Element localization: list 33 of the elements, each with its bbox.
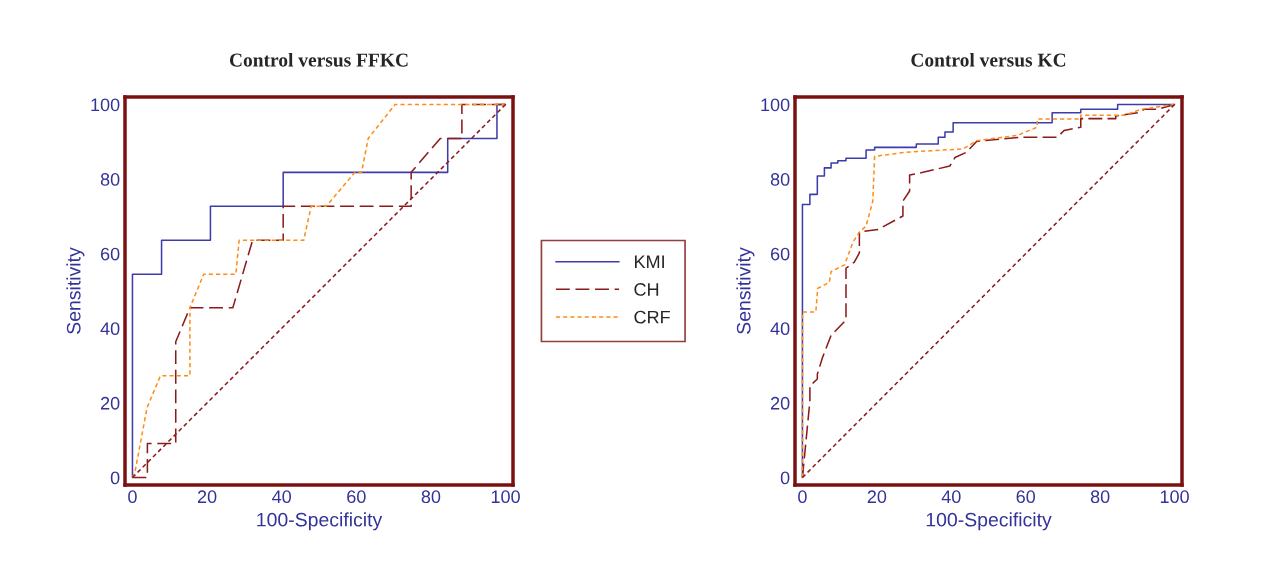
y-tick-label: 80	[100, 173, 120, 186]
chart-title: Control versus FFKC	[229, 52, 408, 67]
y-tick-label: 60	[100, 247, 120, 261]
x-tick-label: 60	[347, 490, 366, 504]
x-tick-label: 60	[1016, 490, 1036, 504]
x-tick-label: 100	[491, 490, 520, 504]
x-tick-label: 80	[1090, 490, 1110, 504]
legend-label: CRF	[634, 310, 670, 324]
x-tick-label: 40	[272, 490, 292, 504]
x-tick-label: 20	[867, 490, 887, 504]
y-axis-title: Sensitivity	[736, 247, 755, 334]
x-axis-title: 100-Specificity	[926, 512, 1052, 531]
y-tick-label: 40	[100, 322, 120, 336]
y-tick-label: 0	[780, 471, 790, 485]
x-tick-label: 80	[421, 490, 441, 504]
y-tick-label: 20	[100, 396, 120, 410]
legend-label: KMI	[634, 255, 664, 268]
y-tick-label: 80	[770, 173, 790, 186]
legend-label: CH	[634, 283, 659, 296]
chart-title: Control versus KC	[911, 52, 1066, 67]
x-tick-label: 40	[941, 490, 961, 504]
x-tick-label: 0	[798, 490, 807, 504]
y-tick-label: 40	[770, 322, 790, 336]
y-tick-label: 0	[110, 471, 120, 485]
x-tick-label: 0	[128, 490, 137, 504]
x-axis-title: 100-Specificity	[257, 512, 383, 531]
y-axis-title: Sensitivity	[66, 247, 85, 334]
x-tick-label: 20	[197, 490, 217, 504]
y-tick-label: 100	[91, 98, 120, 112]
y-tick-label: 20	[770, 396, 790, 410]
x-tick-label: 100	[1160, 490, 1189, 504]
y-tick-label: 60	[770, 247, 790, 261]
y-tick-label: 100	[761, 98, 790, 112]
